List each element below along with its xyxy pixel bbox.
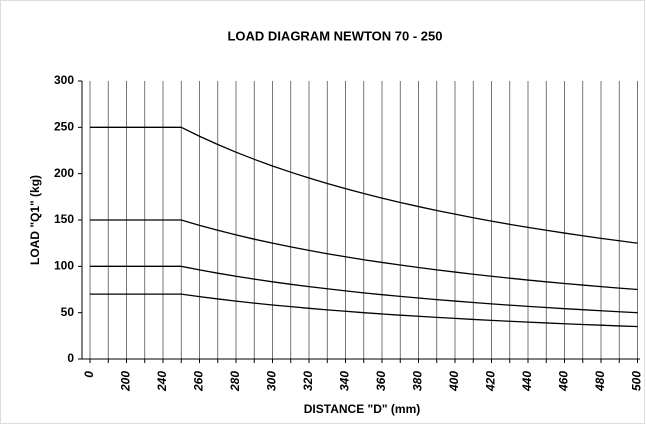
- y-tick-label: 100: [54, 259, 74, 273]
- y-tick-label: 250: [54, 120, 74, 134]
- y-tick-label: 300: [54, 73, 74, 87]
- y-tick-label: 200: [54, 166, 74, 180]
- chart-title: LOAD DIAGRAM NEWTON 70 - 250: [227, 28, 442, 43]
- y-tick-label: 150: [54, 212, 74, 226]
- x-tick-label: 440: [520, 371, 534, 392]
- series-line: [90, 126, 638, 244]
- y-tick-label: 50: [61, 305, 75, 319]
- x-tick-label: 500: [630, 371, 644, 391]
- x-tick-label: 0: [82, 371, 96, 378]
- x-tick-label: 320: [301, 371, 315, 391]
- x-tick-label: 240: [155, 371, 169, 392]
- x-tick-label: 480: [593, 371, 607, 392]
- series-line: [90, 265, 638, 314]
- y-axis-label: LOAD "Q1" (kg): [28, 175, 42, 265]
- x-tick-label: 360: [374, 371, 388, 391]
- y-tick-label: 0: [67, 351, 74, 365]
- x-tick-label: 340: [338, 371, 352, 391]
- x-tick-label: 400: [447, 371, 461, 392]
- x-tick-label: 280: [228, 371, 242, 392]
- x-tick-label: 300: [265, 371, 279, 391]
- x-tick-label: 260: [192, 371, 206, 392]
- x-tick-label: 460: [557, 371, 571, 392]
- series-line: [90, 219, 638, 291]
- x-axis-label: DISTANCE "D" (mm): [304, 402, 421, 416]
- x-tick-label: 420: [484, 371, 498, 392]
- x-tick-label: 200: [119, 371, 133, 392]
- series-line: [90, 293, 638, 328]
- x-tick-label: 380: [411, 371, 425, 391]
